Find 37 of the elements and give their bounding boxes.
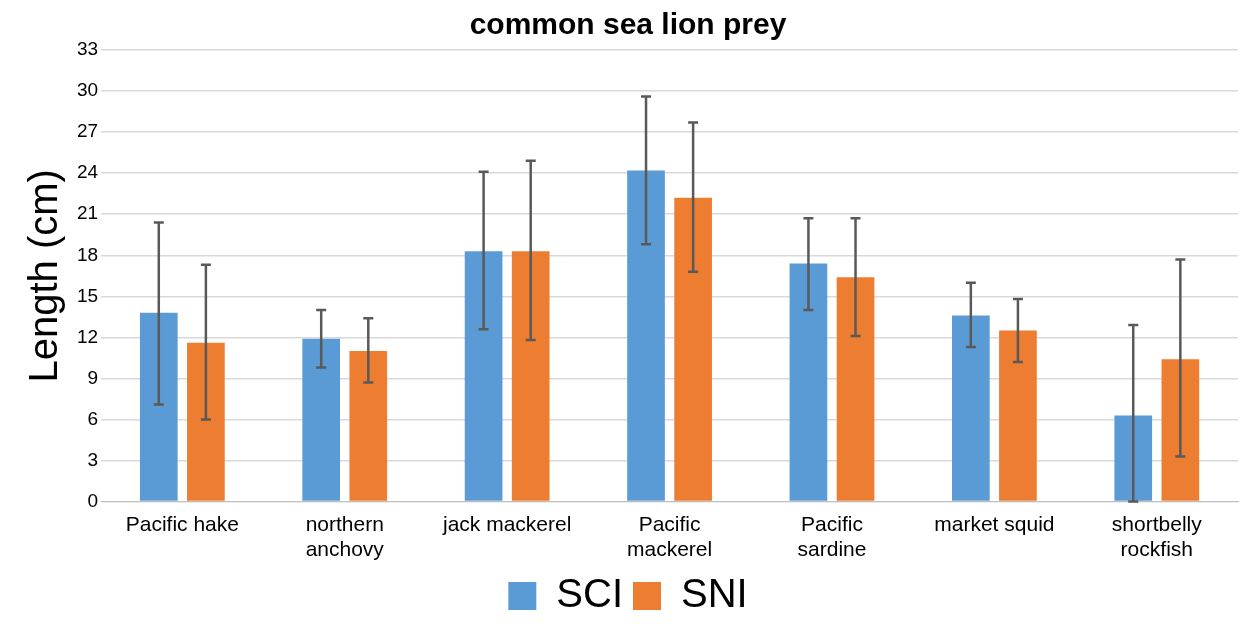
bar	[187, 342, 225, 501]
bar	[302, 338, 341, 501]
y-tick-label: 0	[87, 489, 99, 511]
bar	[1161, 359, 1200, 501]
y-tick-label: 15	[76, 284, 99, 306]
x-tick-label: Pacific mackerel	[626, 512, 713, 561]
bar	[789, 263, 828, 501]
x-tick-label: Pacific sardine	[797, 512, 867, 561]
legend-label: SCI	[556, 571, 624, 616]
y-tick-label: 12	[76, 325, 99, 347]
y-axis-title: Length (cm)	[21, 169, 66, 383]
bar	[511, 251, 550, 501]
y-tick-label: 3	[87, 448, 99, 470]
bar	[836, 277, 875, 501]
bar	[139, 312, 178, 501]
chart-title: common sea lion prey	[469, 7, 787, 41]
y-tick-label: 24	[76, 161, 99, 183]
bar	[1114, 415, 1153, 501]
y-tick-label: 30	[76, 79, 99, 101]
y-tick-label: 9	[87, 366, 99, 388]
y-tick-label: 6	[87, 407, 99, 429]
bar	[349, 351, 388, 501]
x-tick-label: market squid	[934, 512, 1055, 535]
y-tick-label: 18	[76, 243, 99, 265]
bar	[464, 251, 503, 501]
y-tick-label: 21	[76, 202, 99, 224]
x-tick-label: shortbelly rockfish	[1111, 512, 1203, 561]
bar	[674, 197, 712, 501]
y-tick-label: 27	[76, 120, 99, 142]
bar	[999, 330, 1037, 501]
x-tick-label: jack mackerel	[441, 512, 572, 535]
x-tick-label: northern anchovy	[305, 512, 385, 561]
bar	[627, 170, 665, 501]
x-tick-label: Pacific hake	[125, 512, 239, 535]
bar	[952, 315, 990, 501]
y-tick-label: 33	[76, 38, 99, 60]
legend-label: SNI	[681, 571, 748, 616]
